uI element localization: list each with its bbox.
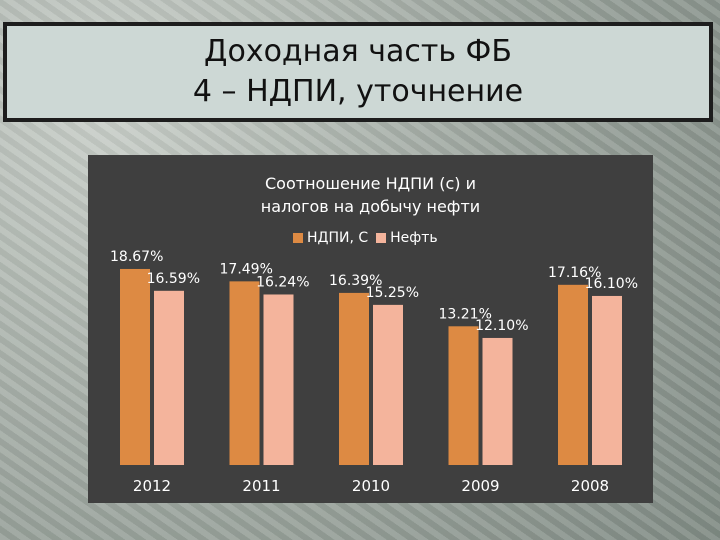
chart-title-line-2: налогов на добычу нефти [260,197,481,216]
slide-title-line-1: Доходная часть ФБ [204,34,512,69]
bar-series1-2009 [448,326,479,465]
x-tick-label-2009: 2009 [461,477,499,495]
legend-swatch-series2 [376,233,387,243]
data-label-series1-2012: 18.67% [110,249,163,265]
data-label-series1-2009: 13.21% [439,306,492,322]
bar-series1-2008 [558,284,588,465]
bar-series2-2009 [482,337,513,465]
chart-card: Соотношение НДПИ (с) и налогов на добычу… [88,155,653,503]
bar-series1-2011 [229,281,260,465]
legend-swatch-series1 [293,233,303,243]
data-label-series2-2012: 16.59% [147,271,200,287]
bar-series1-2012 [120,268,150,465]
legend-item-series1: НДПИ, С [293,230,368,246]
data-label-series2-2008: 16.10% [585,276,638,292]
bar-series2-2010 [373,304,403,465]
data-label-series2-2011: 16.24% [256,274,309,290]
legend-label-series1: НДПИ, С [307,230,369,246]
bar-series2-2012 [154,290,184,465]
legend-label-series2: Нефть [390,230,438,246]
x-tick-label-2012: 2012 [133,477,171,495]
x-tick-label-2011: 2011 [242,477,280,495]
data-label-series2-2010: 15.25% [366,285,419,301]
bar-series1-2010 [339,292,369,465]
bar-series2-2008 [592,295,622,465]
bar-chart-plot: 18.67% 16.59% 2012 17.49%16.24% 2011 16.39%15… [110,249,638,495]
data-label-series1-2008: 17.16% [548,265,601,281]
legend-item-series2: Нефть [376,230,438,246]
slide-title-box: Доходная часть ФБ 4 – НДПИ, уточнение [3,22,713,122]
slide-title-line-2: 4 – НДПИ, уточнение [192,74,524,109]
x-tick-label-2010: 2010 [352,477,390,495]
data-label-series1-2011: 17.49% [220,261,273,277]
data-label-series1-2010: 16.39% [329,273,382,289]
chart-legend: НДПИ, С Нефть [293,229,438,247]
data-label-series2-2009: 12.10% [475,318,528,334]
bar-series2-2011 [263,294,294,465]
chart-title-line-1: Соотношение НДПИ (с) и [265,174,476,193]
x-tick-label-2008: 2008 [571,477,609,495]
